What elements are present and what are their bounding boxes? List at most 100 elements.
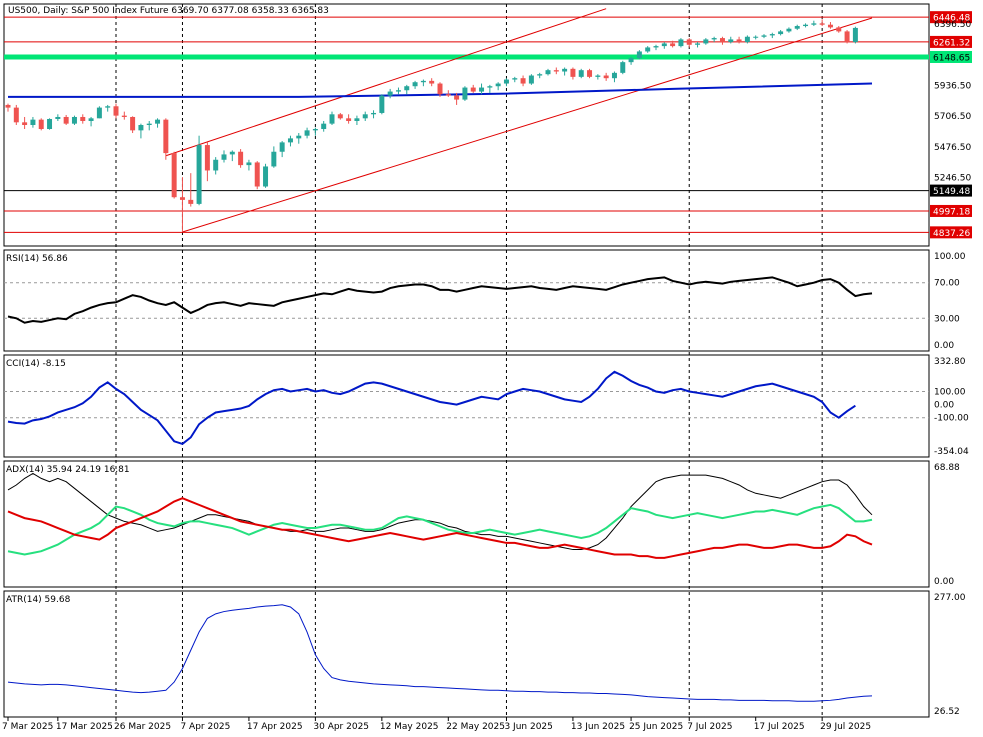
level-tag-label: 6148.65 — [933, 53, 970, 63]
candle-body — [346, 118, 352, 121]
atr-axis-tick-label: 26.52 — [934, 707, 960, 717]
level-tag — [930, 226, 972, 239]
candle-body — [744, 36, 750, 43]
candle-body — [794, 26, 800, 29]
rsi-series-line — [7, 276, 873, 324]
candle-body — [512, 78, 518, 80]
candle-body — [263, 166, 269, 187]
candle-body — [179, 197, 185, 200]
candle-body — [653, 46, 659, 48]
candle-body — [304, 130, 310, 136]
candle-body — [728, 39, 734, 43]
candle-body — [254, 162, 260, 187]
rsi-axis-tick-label: 70.00 — [934, 279, 960, 289]
candle-body — [537, 74, 543, 76]
candle-body — [312, 129, 318, 131]
price-axis-tick-label: 5706.50 — [934, 112, 971, 122]
candle-body — [420, 80, 426, 83]
candle-body — [753, 36, 759, 38]
candle-body — [246, 162, 252, 166]
rsi-axis-tick-label: 0.00 — [934, 341, 954, 351]
rsi-axis-tick-label: 100.00 — [934, 252, 966, 262]
channel-upper-line — [165, 8, 607, 157]
candle-body — [503, 79, 509, 84]
candle-body — [371, 112, 377, 115]
candle-body — [545, 70, 551, 75]
candle-body — [362, 114, 368, 119]
level-tag — [930, 204, 972, 217]
candle-body — [204, 145, 210, 171]
time-axis-label: 22 May 2025 — [446, 722, 505, 732]
candle-body — [155, 119, 161, 124]
candle-body — [113, 106, 119, 116]
candle-body — [387, 91, 393, 96]
price-axis-tick-label: 5246.50 — [934, 174, 971, 184]
candle-body — [769, 34, 775, 36]
candle-body — [329, 114, 335, 124]
candle-body — [719, 38, 725, 43]
level-tag-label: 4997.18 — [933, 207, 970, 217]
candle-body — [80, 116, 86, 121]
level-tag — [930, 184, 972, 197]
candle-body — [678, 39, 684, 47]
adx-series-line — [7, 503, 873, 556]
time-axis-label: 3 Jun 2025 — [504, 722, 552, 732]
candle-body — [661, 43, 667, 47]
candle-body — [238, 151, 244, 166]
candle-body — [22, 122, 28, 125]
candle-body — [321, 123, 327, 130]
cci-axis-tick-label: -100.00 — [934, 414, 969, 424]
rsi-axis-tick-label: 30.00 — [934, 314, 960, 324]
cci-axis-tick-label: 0.00 — [934, 401, 954, 411]
candle-body — [337, 114, 343, 119]
time-axis-label: 7 Mar 2025 — [2, 722, 53, 732]
candle-body — [528, 75, 534, 84]
candle-body — [279, 142, 285, 152]
candle-body — [5, 104, 11, 108]
time-axis-label: 26 Mar 2025 — [114, 722, 171, 732]
time-axis-label: 13 Jun 2025 — [571, 722, 625, 732]
candle-body — [553, 70, 559, 72]
channel-lower-line — [182, 17, 873, 233]
candle-body — [578, 70, 584, 77]
pane-frame-cci — [3, 354, 930, 458]
candle-body — [354, 118, 360, 121]
candle-body — [786, 28, 792, 32]
time-axis-label: 29 Jul 2025 — [820, 722, 871, 732]
price-axis-tick-label: 5936.50 — [934, 81, 971, 91]
adx-series-line — [7, 497, 873, 559]
level-tag-label: 5149.48 — [933, 187, 970, 197]
candle-body — [146, 123, 152, 125]
candle-body — [736, 39, 742, 43]
candle-body — [603, 75, 609, 79]
time-axis-label: 25 Jun 2025 — [629, 722, 683, 732]
candle-body — [379, 95, 385, 113]
candle-body — [811, 23, 817, 25]
candle-body — [71, 116, 77, 124]
candle-body — [827, 24, 833, 28]
time-axis-label: 17 Apr 2025 — [247, 722, 303, 732]
candle-body — [30, 119, 36, 125]
pane-frame-atr — [3, 590, 930, 718]
candle-body — [130, 116, 136, 131]
candle-body — [13, 107, 19, 123]
candle-body — [188, 199, 194, 204]
candle-body — [686, 39, 692, 45]
rsi-title: RSI(14) 56.86 — [6, 254, 68, 264]
candle-body — [761, 35, 767, 37]
candle-body — [412, 82, 418, 87]
candle-body — [645, 47, 651, 52]
level-tag — [930, 11, 972, 24]
candle-body — [520, 78, 526, 84]
candle-body — [587, 70, 593, 77]
time-axis-label: 7 Jul 2025 — [687, 722, 732, 732]
cci-axis-tick-label: 332.80 — [934, 357, 966, 367]
atr-title: ATR(14) 59.68 — [6, 595, 71, 605]
candle-body — [121, 115, 127, 117]
time-axis: 7 Mar 2025 17 Mar 2025 26 Mar 2025 7 Apr 20… — [2, 717, 871, 732]
time-axis-label: 17 Mar 2025 — [56, 722, 113, 732]
candle-body — [628, 58, 634, 63]
cci-axis-tick-label: 100.00 — [934, 388, 966, 398]
candle-body — [487, 86, 493, 88]
